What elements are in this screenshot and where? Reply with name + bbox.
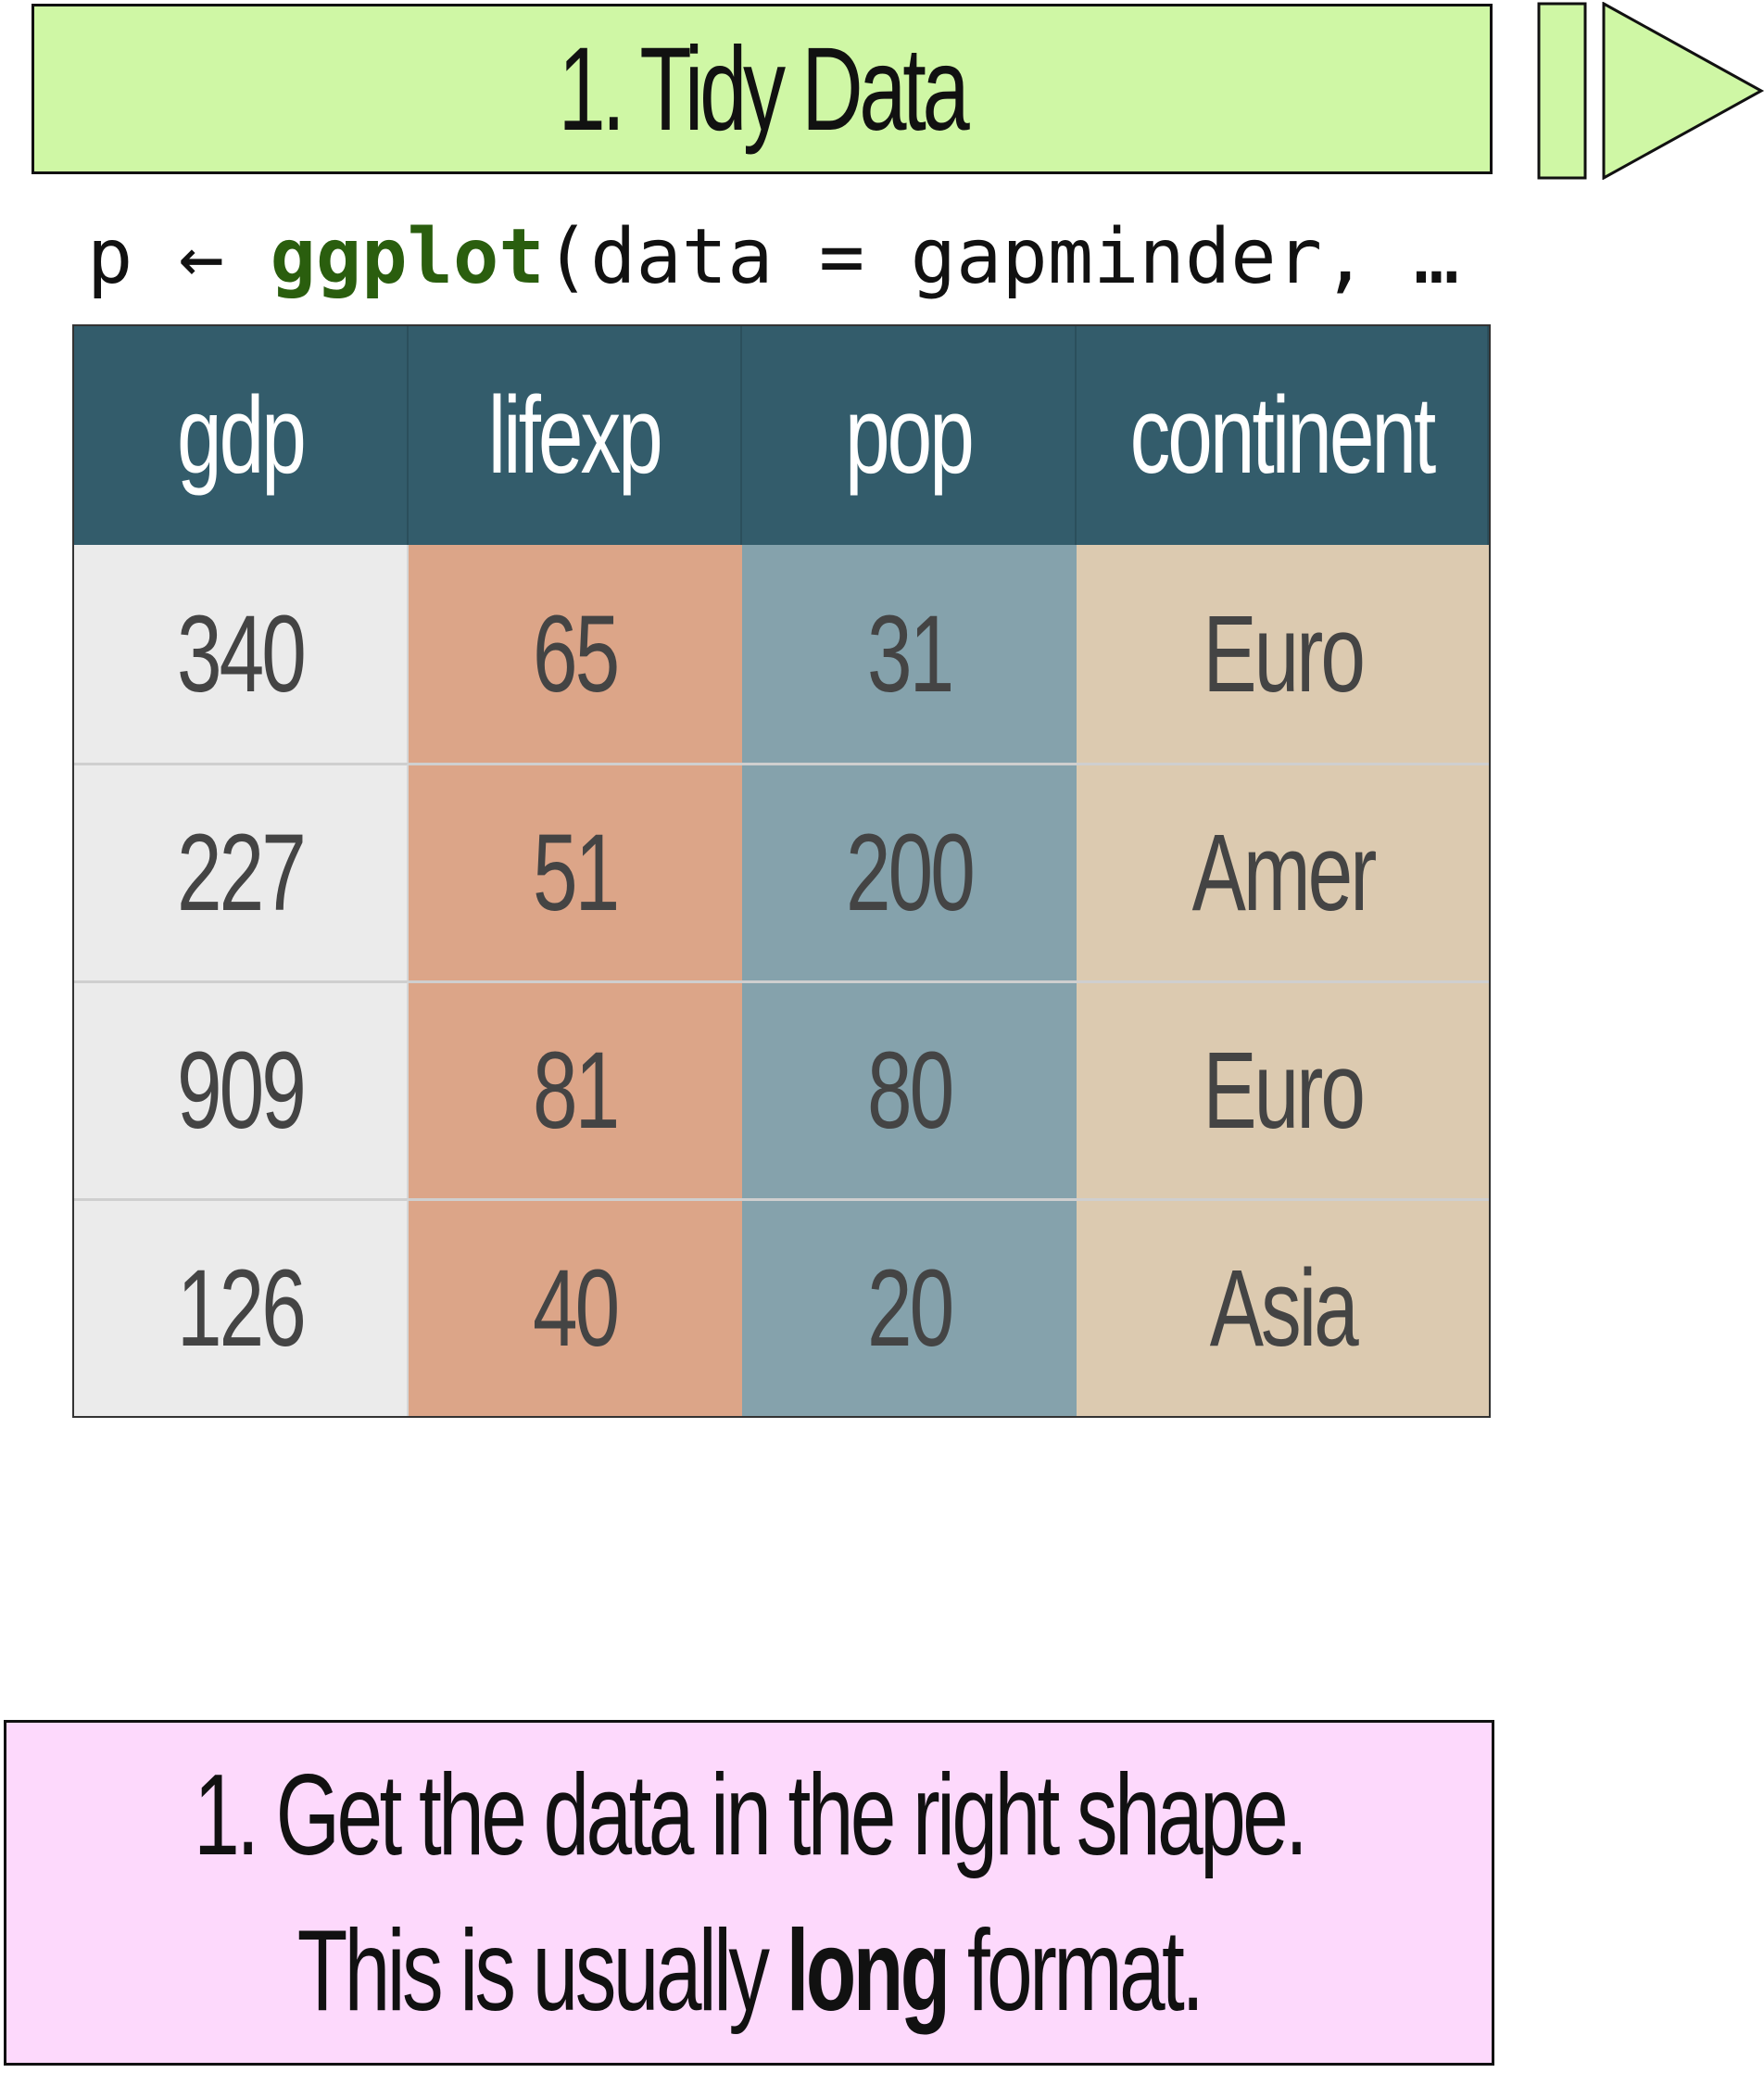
table-cell: Euro [1077, 980, 1489, 1198]
table-cell: Amer [1077, 763, 1489, 980]
table-cell: 51 [408, 763, 743, 980]
code-prefix: p ← [87, 213, 271, 301]
caption-box: 1. Get the data in the right shape. This… [4, 1720, 1494, 2066]
table-header-continent: continent [1077, 326, 1489, 545]
title-banner: 1. Tidy Data [32, 4, 1493, 174]
data-table: gdp lifexp pop continent 340 65 31 Euro … [72, 324, 1491, 1418]
step-forward-icon [1537, 2, 1764, 180]
caption-emphasis: long [786, 1906, 951, 2035]
code-line: p ← ggplot(data = gapminder, … [87, 211, 1459, 304]
table-cell: Asia [1077, 1198, 1489, 1416]
table-header-gdp: gdp [74, 326, 409, 545]
table-cell: 40 [408, 1198, 743, 1416]
table-cell: Euro [1077, 545, 1489, 763]
table-cell: 81 [408, 980, 743, 1198]
table-cell: 80 [742, 980, 1077, 1198]
code-function: ggplot [270, 213, 545, 301]
table-cell: 227 [74, 763, 409, 980]
table-cell: 200 [742, 763, 1077, 980]
table-cell: 909 [74, 980, 409, 1198]
code-args: (data = gapminder, … [544, 213, 1460, 301]
caption-text: This is usually [296, 1906, 787, 2035]
table-cell: 340 [74, 545, 409, 763]
caption-line-1: 1. Get the data in the right shape. [193, 1751, 1308, 1879]
table-header-lifexp: lifexp [408, 326, 743, 545]
table-cell: 20 [742, 1198, 1077, 1416]
table-cell: 126 [74, 1198, 409, 1416]
caption-line-2: This is usually long format. [296, 1893, 1204, 2049]
page-title: 1. Tidy Data [558, 22, 970, 156]
caption-text: format. [947, 1906, 1204, 2035]
table-cell: 31 [742, 545, 1077, 763]
table-cell: 65 [408, 545, 743, 763]
table-header-pop: pop [742, 326, 1077, 545]
